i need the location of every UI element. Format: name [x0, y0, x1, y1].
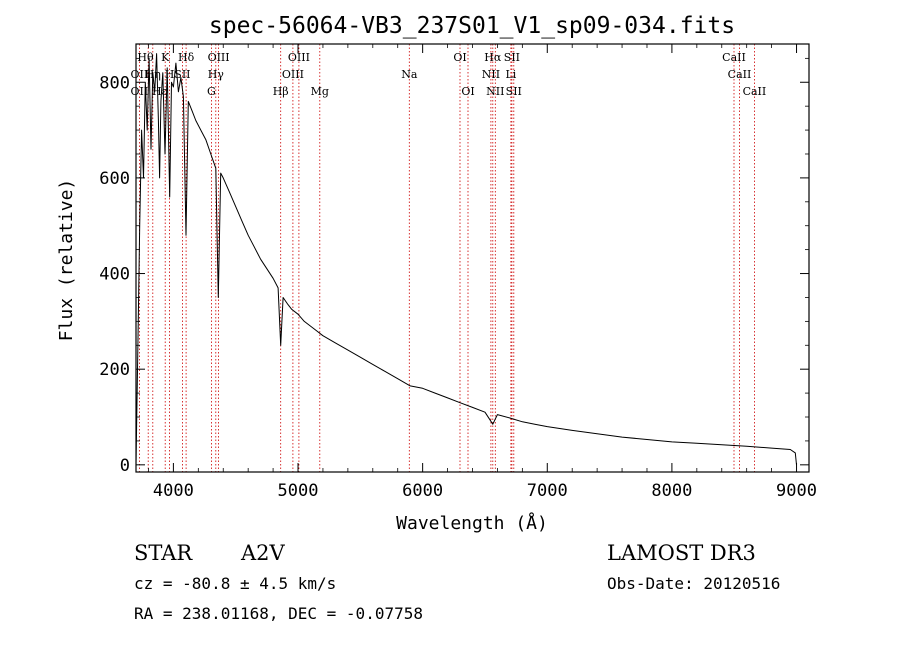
- x-axis-ticks: 4000 5000 6000 7000 8000 9000: [148, 44, 817, 501]
- line-label-11: H: [165, 68, 175, 81]
- y-axis-label: Flux (relative): [56, 179, 77, 342]
- line-label-22: Hβ: [273, 85, 289, 98]
- line-label-24: OI: [461, 85, 474, 98]
- y-tick-label-0: 0: [120, 456, 130, 476]
- y-tick-label-1: 200: [99, 360, 130, 380]
- line-label-14: OIII: [282, 68, 304, 81]
- spectral-line-markers: [138, 44, 755, 472]
- line-label-25: NII: [486, 85, 504, 98]
- x-tick-label-1: 5000: [278, 481, 319, 501]
- y-tick-label-3: 600: [99, 169, 130, 189]
- y-axis-ticks: 0 200 400 600 800: [99, 57, 809, 476]
- line-label-21: G: [207, 85, 216, 98]
- line-label-2: Hδ: [178, 51, 195, 64]
- chart-title: spec-56064-VB3_237S01_V1_sp09-034.fits: [209, 13, 735, 39]
- line-label-16: NII: [482, 68, 500, 81]
- line-label-9: OII: [131, 68, 149, 81]
- line-label-6: Hα: [484, 51, 502, 64]
- y-tick-label-2: 400: [99, 265, 130, 285]
- line-label-12: SII: [174, 68, 190, 81]
- y-tick-label-4: 800: [99, 73, 130, 93]
- line-label-1: K: [161, 51, 170, 64]
- object-class: STAR: [134, 541, 193, 565]
- line-label-17: Li: [505, 68, 516, 81]
- redshift-value: cz = -80.8 ± 4.5 km/s: [134, 574, 336, 593]
- line-label-13: Hγ: [208, 68, 225, 81]
- x-tick-label-2: 6000: [402, 481, 443, 501]
- line-label-5: OI: [453, 51, 466, 64]
- object-subclass: A2V: [240, 541, 286, 565]
- line-label-26: SII: [506, 85, 522, 98]
- line-label-7: SII: [504, 51, 520, 64]
- x-tick-label-4: 8000: [651, 481, 692, 501]
- x-axis-label: Wavelength (Å): [396, 512, 548, 534]
- spectrum-series: [135, 53, 797, 465]
- coordinates: RA = 238.01168, DEC = -0.07758: [134, 604, 423, 623]
- line-label-8: CaII: [722, 51, 746, 64]
- line-label-27: CaII: [743, 85, 767, 98]
- line-label-3: OIII: [208, 51, 230, 64]
- x-tick-label-5: 9000: [776, 481, 817, 501]
- line-label-15: Na: [401, 68, 418, 81]
- line-label-0: Hθ: [137, 51, 154, 64]
- line-label-18: CaII: [728, 68, 752, 81]
- line-label-4: OIII: [288, 51, 310, 64]
- line-label-23: Mg: [311, 85, 329, 98]
- line-label-19: OII: [131, 85, 149, 98]
- x-tick-label-3: 7000: [527, 481, 568, 501]
- x-tick-label-0: 4000: [153, 481, 194, 501]
- survey-name: LAMOST DR3: [607, 541, 756, 565]
- observation-date: Obs-Date: 20120516: [607, 574, 780, 593]
